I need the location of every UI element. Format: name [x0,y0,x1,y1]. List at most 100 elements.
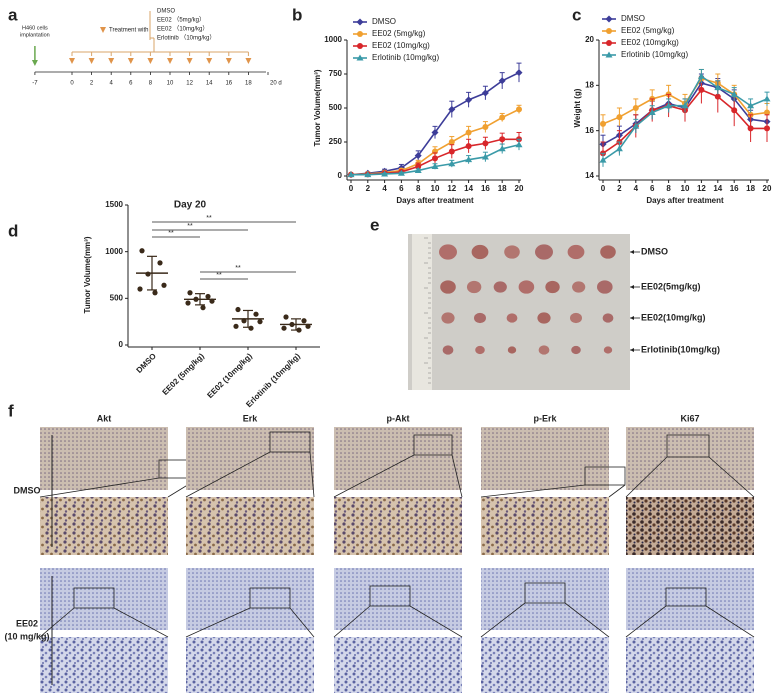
treatment-marker [186,58,193,64]
tumor [474,312,486,324]
data-point [145,271,151,277]
zoom-line [185,451,271,498]
treatment-marker [225,58,232,64]
marker [515,141,523,148]
marker [357,31,363,37]
x-tick-label: Erlotinib (10mg/kg) [244,351,302,409]
column-header: Akt [97,413,112,423]
photo-label: EE02(5mg/kg) [641,281,701,291]
tick-label: 12 [186,81,193,87]
data-point [185,300,191,306]
marker [681,102,689,109]
marker [482,124,489,131]
marker [714,93,721,100]
tick-label: -7 [32,81,38,87]
tick-label: 8 [149,81,153,87]
marker [415,163,422,170]
zoom-line [625,605,667,638]
marker [499,136,506,143]
x-axis-label: Days after treatment [646,196,724,205]
y-axis-label: Tumor Volume(mm³) [83,236,92,313]
y-tick-label: 500 [329,103,343,112]
photo-label: Erlotinib(10mg/kg) [641,344,720,354]
tumor [475,345,485,355]
marker [481,89,489,97]
panel-label: e [370,215,379,234]
zoom-box [73,587,115,609]
column-header: Ki67 [680,413,699,423]
x-tick-label: 16 [481,184,490,193]
tumor [603,346,613,354]
x-tick-label: 20 [515,184,524,193]
data-point [301,318,307,324]
data-point [248,325,254,331]
y-tick-label: 20 [585,35,594,44]
legend-label: DMSO [372,17,396,26]
marker [599,156,607,163]
legend-label: EE02 (10mg/kg) [621,38,679,47]
zoom-line [333,605,371,638]
tumor [545,280,560,294]
y-tick-label: 1000 [105,247,123,256]
zoom-line [705,605,755,638]
marker [431,162,439,169]
group-label: EE02 （10mg/kg） [157,26,208,33]
x-tick-label: EE02 (5mg/kg) [161,351,207,397]
marker [356,54,364,61]
y-axis-label: Weight (g) [573,88,582,127]
legend-label: EE02 (10mg/kg) [372,41,430,50]
tumor [535,244,553,260]
ihc-thumbnail [626,427,754,490]
ihc-zoom [186,497,314,555]
marker [465,96,473,104]
marker [431,128,439,136]
row-label: EE02 [16,618,38,628]
group-label: EE02 （5mg/kg） [157,17,205,24]
marker [730,90,738,97]
data-point [283,314,289,320]
tick-label: 10 [167,81,174,87]
data-point [233,323,239,329]
marker [763,95,771,102]
x-tick-label: 10 [681,184,690,193]
tumor [567,244,585,260]
marker [616,114,623,121]
marker [731,107,738,114]
marker [448,105,456,113]
tick-label: 0 [70,81,74,87]
y-tick-label: 16 [585,126,594,135]
marker [448,148,455,155]
ihc-thumbnail [626,568,754,630]
marker [747,125,754,132]
treatment-marker [147,58,154,64]
tumor [572,281,586,293]
data-point [253,311,259,317]
y-tick-label: 750 [329,69,343,78]
tumor [597,280,613,294]
significance-label: ** [187,223,193,230]
x-tick-label: 6 [650,184,655,193]
tumor [602,313,614,323]
panel-label: f [8,401,14,420]
treatment-label: Treatment with [109,28,148,34]
ihc-zoom [626,637,754,693]
tumor [600,245,616,259]
data-point [187,290,193,296]
x-tick-label: 8 [416,184,421,193]
column-header: p-Erk [533,413,557,423]
zoom-line [480,484,586,498]
marker [714,84,722,91]
y-tick-label: 0 [338,171,343,180]
data-point [205,293,211,300]
zoom-line [608,484,626,498]
ihc-zoom [334,637,462,693]
tick-label: 4 [110,81,114,87]
y-tick-label: 14 [585,171,594,180]
marker [615,145,623,152]
zoom-line [409,605,463,638]
label-arrowhead [630,348,634,352]
x-tick-label: 6 [399,184,404,193]
ihc-thumbnail [481,427,609,490]
data-point [241,318,247,324]
legend-label: Erlotinib (10mg/kg) [621,50,688,59]
